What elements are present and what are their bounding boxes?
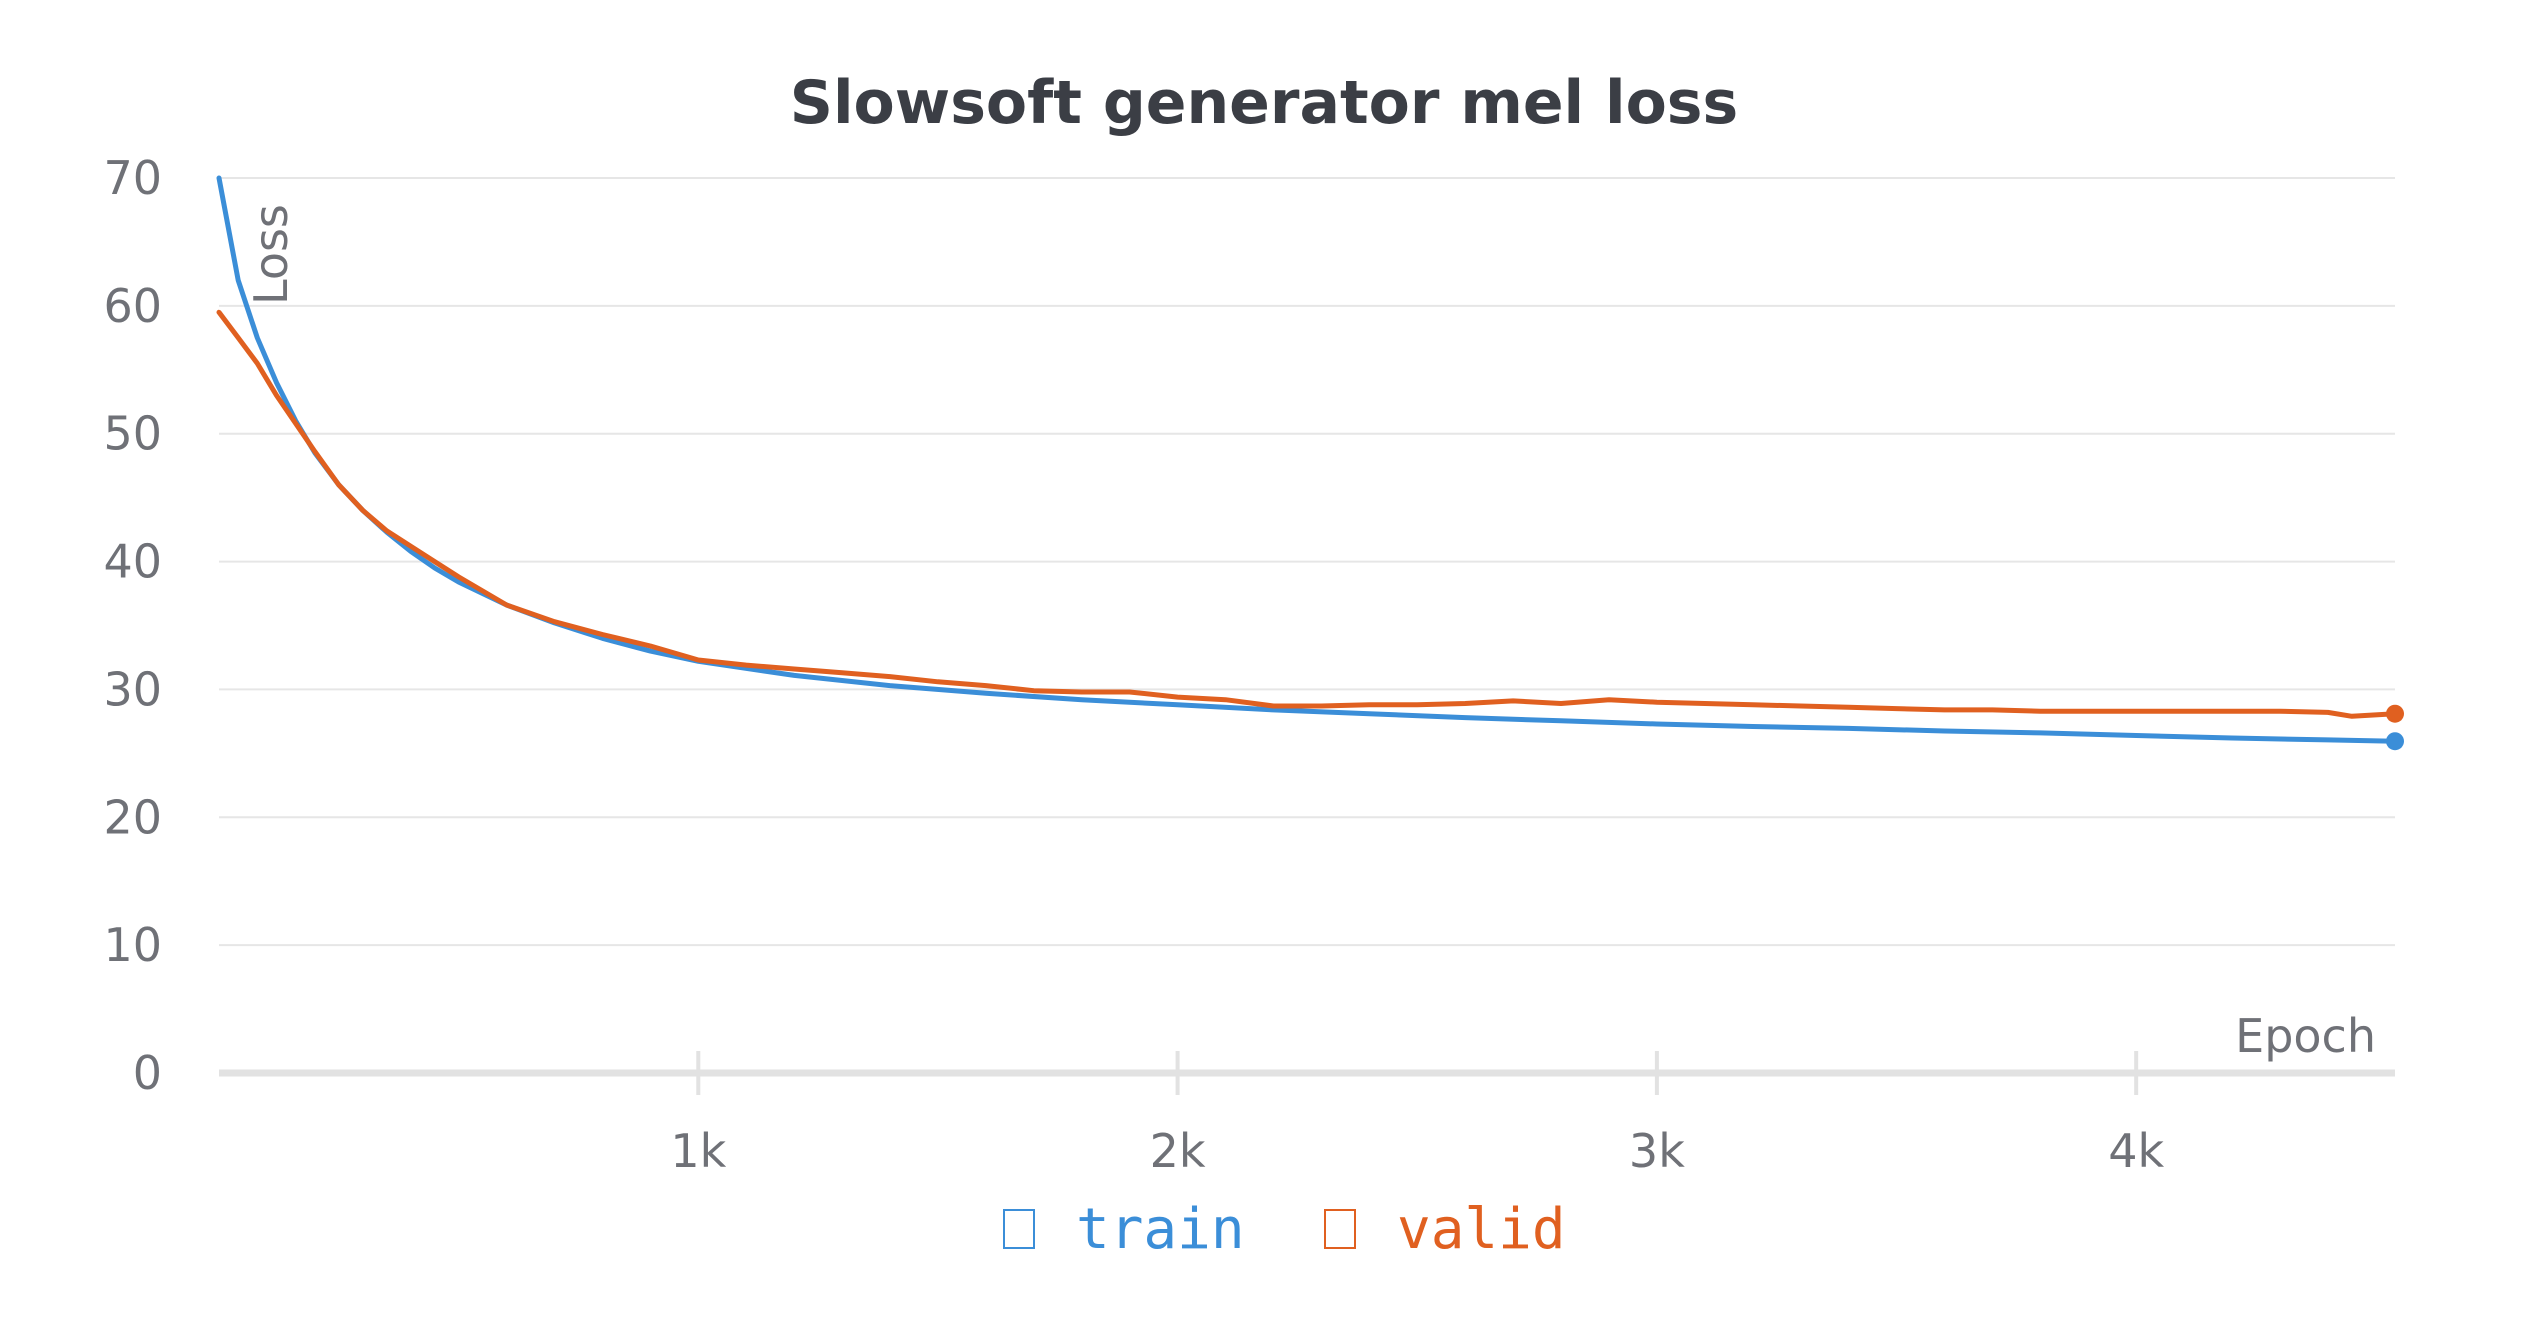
x-axis-label: Epoch (2235, 1009, 2376, 1063)
legend-swatch-train[interactable] (1003, 1209, 1035, 1249)
series-line-train (216, 175, 2398, 744)
x-axis: 1k 2k 3k 4k (219, 1051, 2395, 1178)
series-end-marker-train (2386, 732, 2404, 751)
grid-lines (219, 177, 2395, 947)
y-tick-label: 0 (133, 1046, 162, 1100)
x-tick-label: 3k (1629, 1124, 1685, 1178)
legend: train valid (1003, 1197, 1566, 1262)
legend-label-train[interactable]: train (1076, 1197, 1245, 1262)
legend-swatch-valid[interactable] (1324, 1209, 1356, 1249)
y-tick-label: 70 (103, 151, 162, 205)
x-tick-label: 2k (1150, 1124, 1206, 1178)
y-tick-label: 10 (103, 918, 162, 972)
y-axis-label: Loss (244, 204, 298, 305)
series-end-marker-valid (2386, 704, 2404, 723)
series-line-valid (216, 309, 2398, 719)
legend-label-valid[interactable]: valid (1397, 1197, 1566, 1262)
series-lines (216, 175, 2404, 751)
y-tick-label: 40 (103, 535, 162, 589)
x-tick-label: 1k (670, 1124, 726, 1178)
chart-title: Slowsoft generator mel loss (790, 68, 1738, 138)
x-tick-label: 4k (2108, 1124, 2164, 1178)
y-tick-label: 50 (103, 407, 162, 461)
y-tick-label: 60 (103, 279, 162, 333)
y-tick-label: 30 (103, 662, 162, 716)
y-tick-label: 20 (103, 790, 162, 844)
y-axis-ticks: 0 10 20 30 40 50 60 70 (103, 151, 162, 1100)
